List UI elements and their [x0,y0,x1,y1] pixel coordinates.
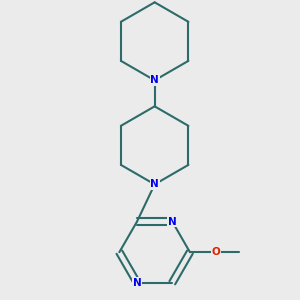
Text: N: N [150,179,159,189]
Text: N: N [150,75,159,85]
Text: N: N [133,278,141,288]
Text: O: O [212,247,220,257]
Text: N: N [168,217,177,226]
